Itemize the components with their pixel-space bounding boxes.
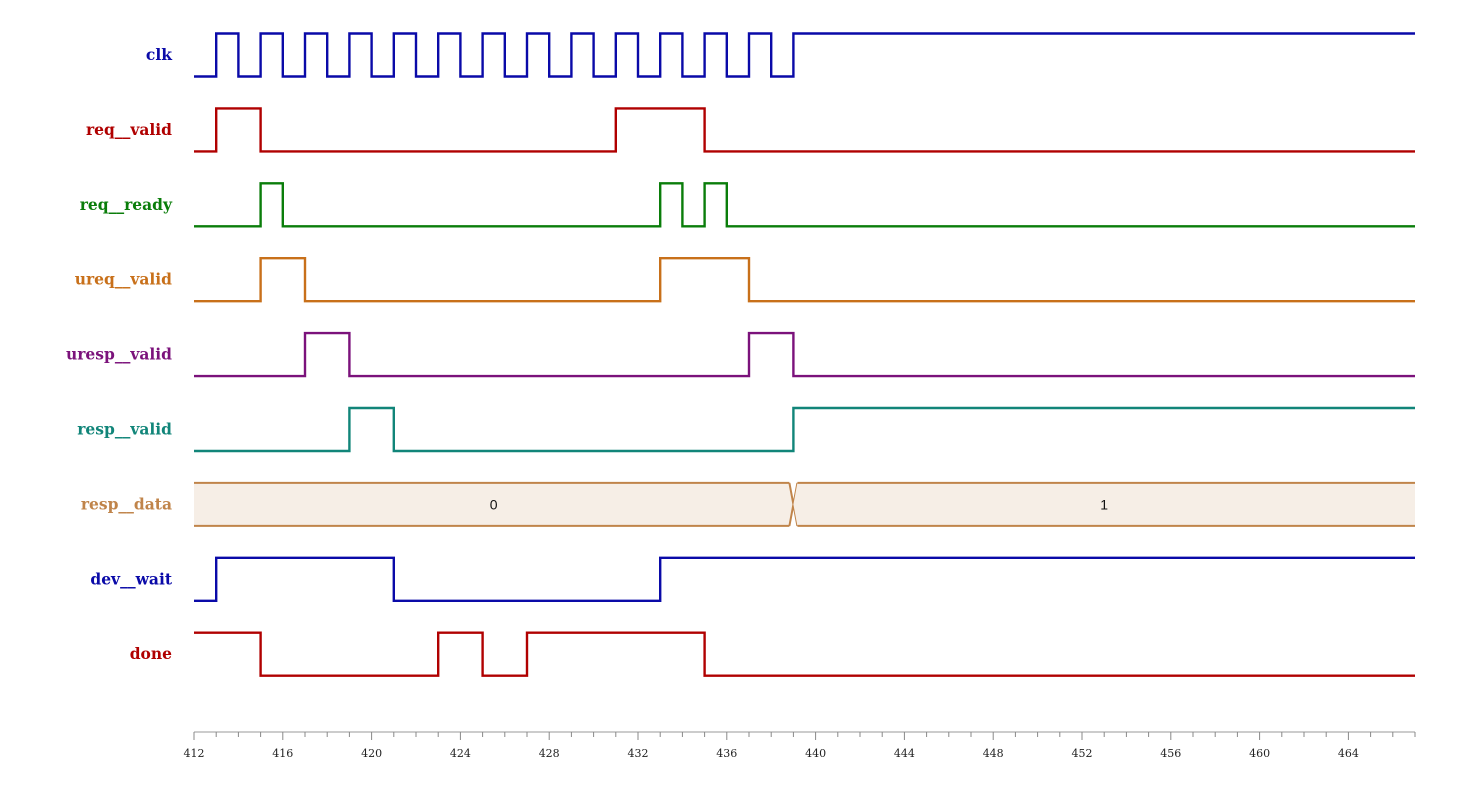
signal-row-clk: clk [146,32,1415,78]
bus-value: 1 [1100,496,1108,512]
tick-label: 416 [272,747,293,760]
bus-segment-fill [194,482,794,526]
signal-wave [194,182,1415,228]
signal-wave [194,107,1415,153]
signal-label: dev__wait [90,569,172,588]
bus-segment-fill [793,482,1415,526]
signal-label: ureq__valid [75,270,172,289]
tick-label: 448 [983,747,1004,760]
tick-label: 436 [716,747,737,760]
signal-label: resp__data [81,494,172,513]
signal-row-resp-valid: resp__valid [77,406,1415,453]
signal-wave [194,32,1415,78]
tick-label: 444 [894,747,915,760]
tick-label: 464 [1338,747,1359,760]
tick-label: 432 [628,747,649,760]
signal-label: req__valid [86,120,172,139]
signals-layer: clk req__valid req__ready ureq__valid uresp_… [66,32,1415,677]
signal-label: uresp__valid [66,345,172,364]
signal-row-ureq-valid: ureq__valid [75,257,1415,303]
signal-wave [194,406,1415,453]
signal-wave [194,556,1415,602]
signal-row-dev-wait: dev__wait [90,556,1415,602]
signal-row-uresp-valid: uresp__valid [66,331,1415,378]
signal-label: clk [146,45,172,64]
signal-row-done: done [130,631,1415,677]
signal-label: req__ready [80,195,173,214]
tick-label: 424 [450,747,471,760]
signal-row-resp-data: resp__data 0 1 [81,481,1415,527]
bus-value: 0 [490,496,498,512]
tick-label: 412 [184,747,205,760]
signal-wave [194,257,1415,303]
signal-wave [194,631,1415,677]
tick-label: 440 [805,747,826,760]
tick-label: 428 [539,747,560,760]
tick-label: 460 [1249,747,1270,760]
tick-label: 420 [361,747,382,760]
tick-label: 456 [1160,747,1181,760]
signal-label: done [130,644,172,663]
signal-label: resp__valid [77,420,172,439]
time-axis: 412 416 420 424 428 432 436 440 444 448 452 456 460 4… [184,731,1416,760]
signal-row-req-valid: req__valid [86,107,1415,153]
signal-row-req-ready: req__ready [80,182,1415,228]
tick-label: 452 [1072,747,1093,760]
signal-wave [194,331,1415,378]
